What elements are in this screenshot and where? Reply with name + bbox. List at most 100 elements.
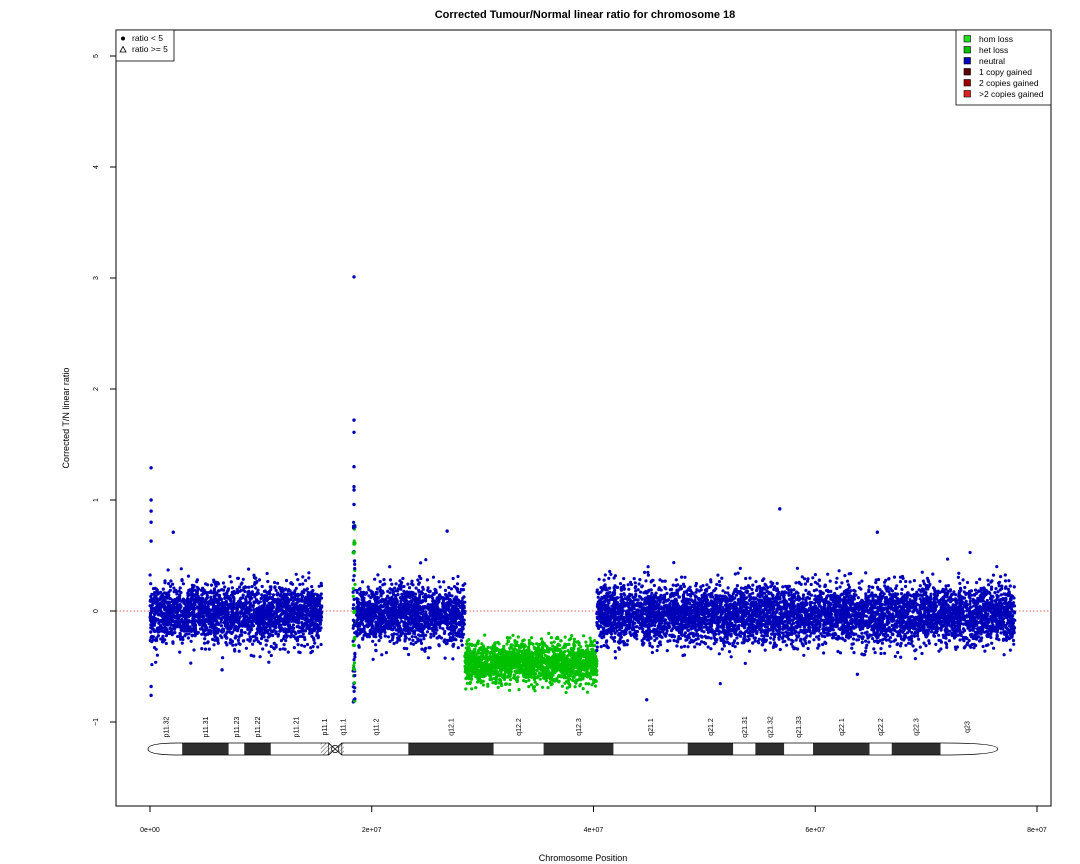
- data-point: [388, 611, 392, 615]
- data-point: [300, 643, 304, 647]
- data-point: [402, 584, 406, 589]
- data-point: [265, 571, 269, 576]
- data-point: [216, 641, 220, 645]
- data-point: [266, 623, 270, 627]
- data-point: [404, 636, 408, 640]
- data-point: [400, 592, 404, 597]
- data-point: [166, 631, 170, 635]
- data-point: [383, 628, 387, 632]
- data-point: [287, 625, 291, 629]
- data-point: [316, 629, 320, 633]
- data-point: [188, 598, 192, 603]
- data-point: [164, 611, 168, 616]
- data-point: [291, 612, 296, 617]
- data-point: [427, 646, 431, 650]
- data-point: [182, 601, 186, 605]
- data-point: [194, 628, 198, 633]
- data-point: [297, 630, 301, 635]
- data-point: [355, 601, 360, 605]
- data-point: [411, 626, 415, 630]
- data-point: [252, 573, 256, 577]
- data-point: [150, 592, 154, 596]
- data-point: [271, 593, 276, 597]
- data-point: [578, 684, 582, 688]
- data-point: [250, 585, 254, 589]
- data-point: [406, 632, 410, 636]
- data-point: [266, 635, 270, 639]
- data-point: [462, 622, 466, 626]
- data-point: [393, 597, 397, 601]
- data-point: [316, 617, 320, 621]
- data-point: [264, 643, 268, 647]
- data-point: [175, 592, 179, 596]
- data-point: [176, 634, 180, 639]
- data-point: [296, 578, 300, 582]
- data-point: [221, 581, 225, 585]
- data-point: [168, 588, 172, 592]
- data-point: [291, 623, 295, 627]
- data-point: [413, 592, 418, 596]
- data-point: [206, 640, 210, 644]
- data-point: [382, 604, 386, 608]
- data-point: [241, 593, 245, 597]
- data-point: [420, 616, 425, 620]
- data-point: [200, 632, 204, 636]
- data-point: [257, 629, 261, 633]
- data-point: [570, 634, 574, 638]
- data-point: [272, 646, 276, 650]
- data-point: [154, 647, 158, 651]
- data-point: [179, 599, 183, 603]
- data-point: [212, 589, 217, 593]
- data-point: [156, 611, 160, 615]
- data-point: [176, 624, 181, 628]
- data-point: [298, 582, 302, 587]
- data-point: [228, 574, 232, 579]
- data-point: [290, 619, 294, 623]
- data-point: [253, 616, 257, 621]
- data-point: [210, 615, 214, 619]
- data-point: [399, 602, 403, 606]
- data-point: [213, 626, 217, 630]
- data-point: [508, 682, 512, 687]
- data-point: [153, 590, 157, 595]
- data-point: [259, 626, 263, 630]
- data-point: [458, 615, 463, 619]
- data-point: [355, 598, 359, 602]
- data-point: [248, 630, 252, 634]
- data-point: [228, 597, 233, 601]
- data-point: [205, 583, 210, 587]
- data-point: [218, 603, 222, 607]
- data-point: [243, 611, 247, 615]
- data-point: [273, 615, 277, 619]
- data-point: [213, 638, 217, 642]
- data-point: [476, 651, 481, 655]
- data-point: [423, 622, 427, 627]
- data-point: [386, 600, 390, 604]
- data-point: [425, 578, 429, 582]
- data-point: [170, 604, 174, 608]
- data-point: [304, 595, 308, 599]
- data-point: [259, 596, 263, 601]
- data-point: [198, 621, 202, 625]
- data-point: [149, 630, 153, 634]
- data-point: [220, 630, 224, 634]
- data-point: [386, 605, 390, 610]
- data-point: [267, 650, 271, 654]
- data-point: [207, 647, 211, 651]
- data-point: [279, 607, 283, 611]
- data-point: [390, 638, 394, 642]
- data-point: [430, 626, 435, 630]
- data-point: [569, 637, 573, 641]
- data-point: [219, 620, 223, 624]
- data-point: [454, 638, 458, 642]
- data-point: [232, 602, 236, 607]
- data-point: [219, 624, 223, 628]
- data-point: [374, 591, 379, 595]
- data-point: [396, 608, 400, 613]
- data-point: [206, 628, 210, 632]
- data-point: [454, 633, 458, 637]
- data-point: [297, 650, 301, 654]
- data-point: [287, 609, 291, 613]
- data-point: [399, 627, 403, 631]
- data-point: [171, 582, 175, 586]
